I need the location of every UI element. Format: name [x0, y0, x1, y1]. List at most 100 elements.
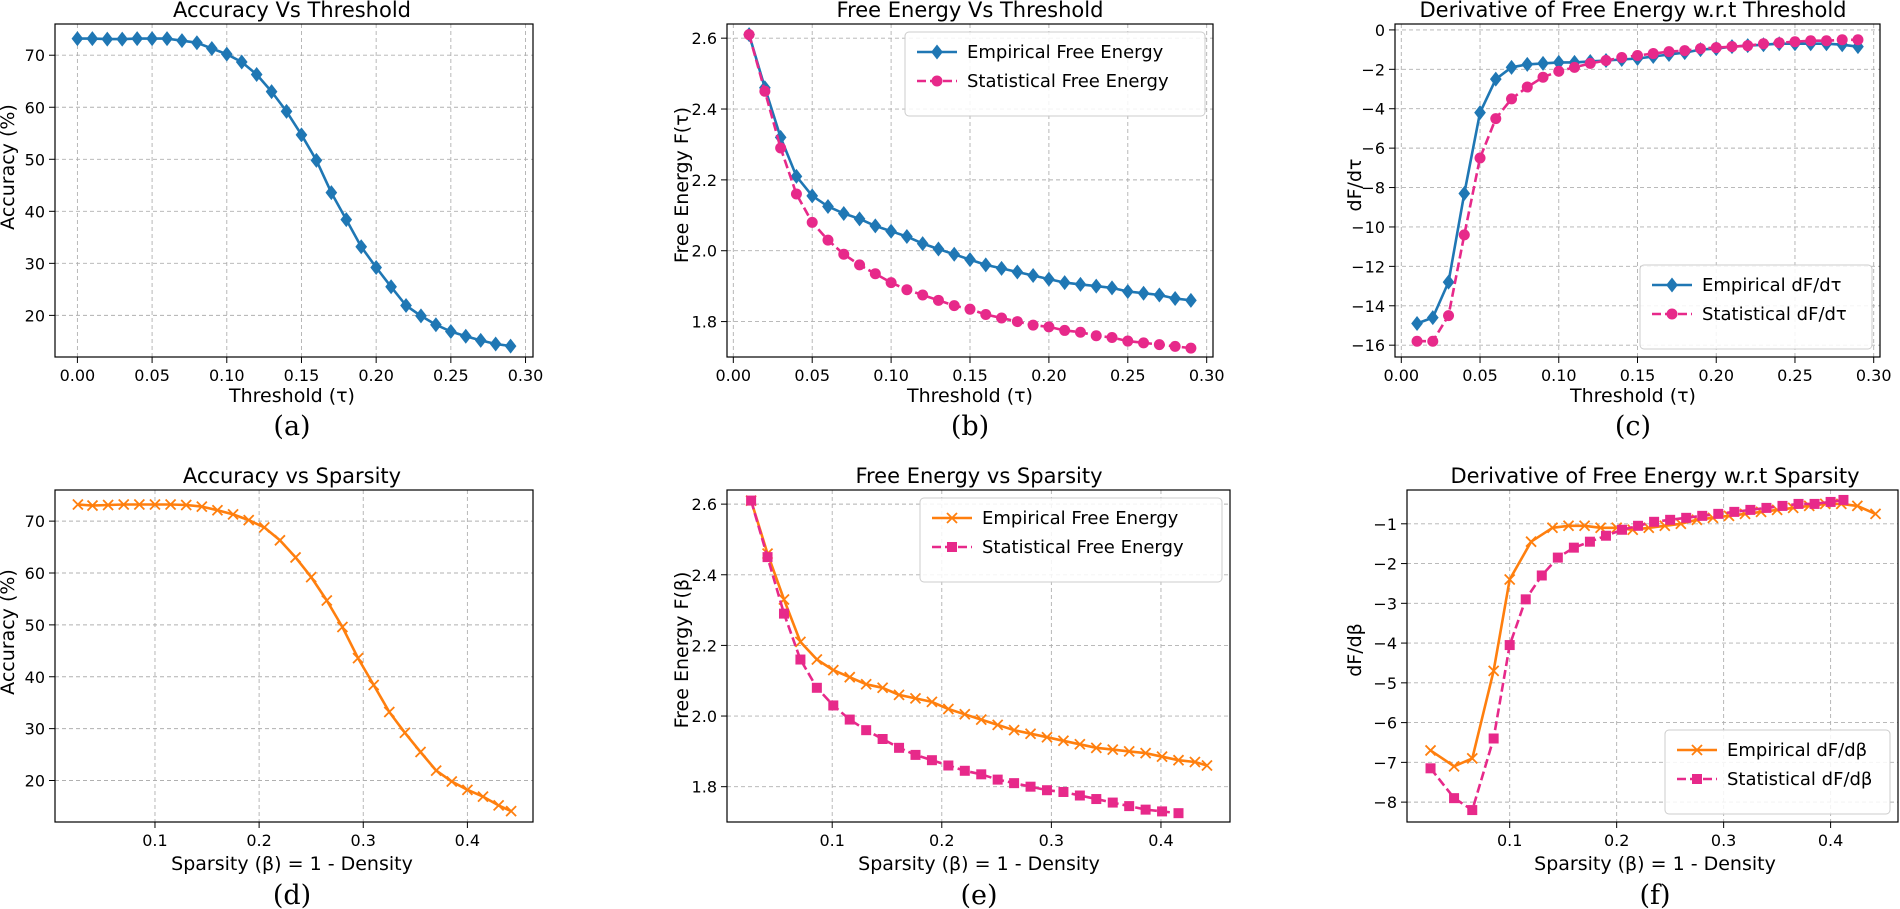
- y-tick-label: 60: [25, 98, 45, 117]
- data-point: [1489, 71, 1502, 87]
- data-point: [220, 46, 233, 62]
- data-point: [995, 260, 1008, 276]
- y-tick-label: 0: [1375, 21, 1385, 40]
- data-point: [1568, 542, 1579, 553]
- data-point: [992, 719, 1004, 731]
- y-tick-label: 1.8: [692, 778, 717, 797]
- data-point: [975, 713, 987, 726]
- data-point: [176, 33, 188, 49]
- data-point: [1649, 516, 1660, 527]
- y-tick-label: −6: [1373, 714, 1397, 733]
- data-point: [414, 746, 427, 758]
- data-point: [1710, 42, 1722, 54]
- data-point: [1504, 573, 1516, 586]
- data-point: [860, 678, 872, 690]
- data-point: [1458, 185, 1471, 201]
- y-tick-label: 60: [25, 564, 45, 583]
- panel-caption: (f): [1639, 880, 1670, 909]
- data-point: [1681, 512, 1692, 523]
- x-axis-label: Threshold (τ): [1569, 385, 1696, 407]
- x-tick-label: 0.4: [455, 831, 480, 850]
- data-point: [1600, 530, 1611, 541]
- data-point: [811, 653, 823, 666]
- panel-d: Accuracy vs Sparsity Sparsity (β) = 1 - …: [0, 464, 534, 909]
- x-tick-label: 0.2: [246, 831, 271, 850]
- y-tick-label: −2: [1373, 555, 1397, 574]
- x-tick-label: 0.3: [351, 831, 376, 850]
- y-tick-label: 2.0: [692, 242, 717, 261]
- data-point: [444, 324, 457, 340]
- data-point: [1584, 536, 1595, 547]
- data-point: [1139, 747, 1152, 759]
- data-point: [876, 682, 889, 694]
- data-point: [844, 671, 856, 683]
- data-point: [790, 168, 803, 184]
- data-point: [1773, 37, 1785, 49]
- y-tick-label: 50: [25, 616, 45, 635]
- data-point: [1411, 316, 1423, 332]
- data-point: [1584, 57, 1596, 69]
- data-point: [853, 211, 866, 227]
- data-point: [1805, 35, 1817, 47]
- y-tick-label: 40: [25, 202, 45, 221]
- x-tick-label: 0.4: [1148, 831, 1173, 850]
- x-tick-label: 0.1: [819, 831, 844, 850]
- data-point: [910, 749, 921, 760]
- legend-label: Empirical Free Energy: [967, 42, 1164, 63]
- axes-frame: [1394, 23, 1881, 358]
- y-tick-label: −10: [1351, 218, 1385, 237]
- data-point: [943, 760, 954, 771]
- data-point: [1789, 36, 1801, 48]
- chart-title: Accuracy vs Sparsity: [183, 464, 401, 488]
- data-point: [1838, 494, 1849, 505]
- data-point: [1505, 59, 1518, 75]
- data-point: [1058, 275, 1071, 291]
- data-point: [885, 277, 897, 289]
- series-line: [71, 31, 517, 354]
- data-point: [180, 499, 192, 511]
- legend-marker: [1691, 744, 1703, 756]
- data-point: [243, 514, 255, 526]
- data-point: [1546, 522, 1559, 534]
- data-point: [71, 31, 84, 47]
- legend-box: [1664, 729, 1891, 815]
- data-point: [1745, 504, 1756, 515]
- data-point: [1616, 51, 1628, 63]
- series-statistical-df-d-: [1411, 34, 1864, 347]
- chart-title: Accuracy Vs Threshold: [173, 0, 411, 22]
- plot-area: 0.1 0.2 0.3 0.4 −8 −7 −6 −5 −4 −3 −2 −1 Empirical dF…: [1373, 489, 1899, 850]
- y-tick-label: 2.2: [692, 636, 717, 655]
- y-axis-label: Accuracy (%): [0, 569, 19, 695]
- data-point: [976, 769, 987, 780]
- y-tick-label: 1.8: [692, 313, 717, 332]
- data-point: [161, 31, 173, 47]
- data-point: [1425, 763, 1436, 774]
- data-point: [295, 127, 308, 143]
- data-point: [1777, 500, 1788, 511]
- x-axis-label: Sparsity (β) = 1 - Density: [858, 853, 1100, 875]
- data-point: [164, 498, 177, 511]
- data-point: [1552, 54, 1565, 70]
- y-tick-label: 50: [25, 150, 45, 169]
- data-point: [1138, 337, 1150, 349]
- data-point: [1107, 743, 1119, 756]
- data-point: [1011, 316, 1023, 328]
- legend-box: [919, 497, 1223, 583]
- data-point: [1729, 506, 1740, 517]
- data-point: [415, 308, 427, 324]
- data-point: [1521, 56, 1534, 72]
- data-point: [948, 300, 960, 312]
- chart-title: Free Energy Vs Threshold: [837, 0, 1104, 22]
- x-tick-label: 0.1: [142, 831, 167, 850]
- data-point: [1074, 738, 1086, 750]
- y-tick-label: −1: [1373, 515, 1397, 534]
- data-point: [1442, 274, 1455, 290]
- x-tick-label: 0.10: [209, 366, 245, 385]
- data-point: [1043, 271, 1055, 287]
- data-point: [1153, 339, 1165, 351]
- data-point: [837, 206, 850, 222]
- series-statistical-df-d-: [1425, 494, 1849, 816]
- y-tick-label: 30: [25, 720, 45, 739]
- data-point: [1488, 733, 1499, 744]
